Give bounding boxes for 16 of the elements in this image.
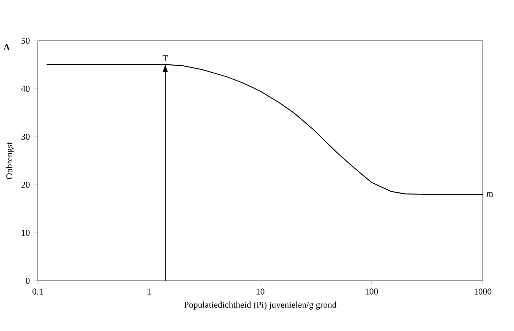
text: A [4, 44, 10, 50]
y-tick-label: 0 [26, 278, 30, 284]
x-tick-label: 100 [366, 288, 378, 295]
y-tick-label: 20 [22, 182, 30, 188]
y-axis-title: Opbrengst [6, 142, 14, 180]
x-tick-label: 1 [148, 288, 151, 295]
x-tick-label: 0.1 [32, 288, 44, 295]
annotation: T [162, 56, 168, 62]
annotation: m [486, 192, 494, 197]
x-tick-label: 10 [256, 288, 265, 295]
y-tick-label: 30 [22, 134, 30, 140]
x-tick-label: 1000 [474, 288, 492, 295]
y-tick-label: 50 [22, 38, 30, 44]
y-tick-label: 10 [22, 230, 30, 236]
x-axis-title: Populatiedichtheid (Pi) juvenielen/g grond [184, 302, 337, 310]
y-tick-label: 40 [21, 86, 30, 92]
